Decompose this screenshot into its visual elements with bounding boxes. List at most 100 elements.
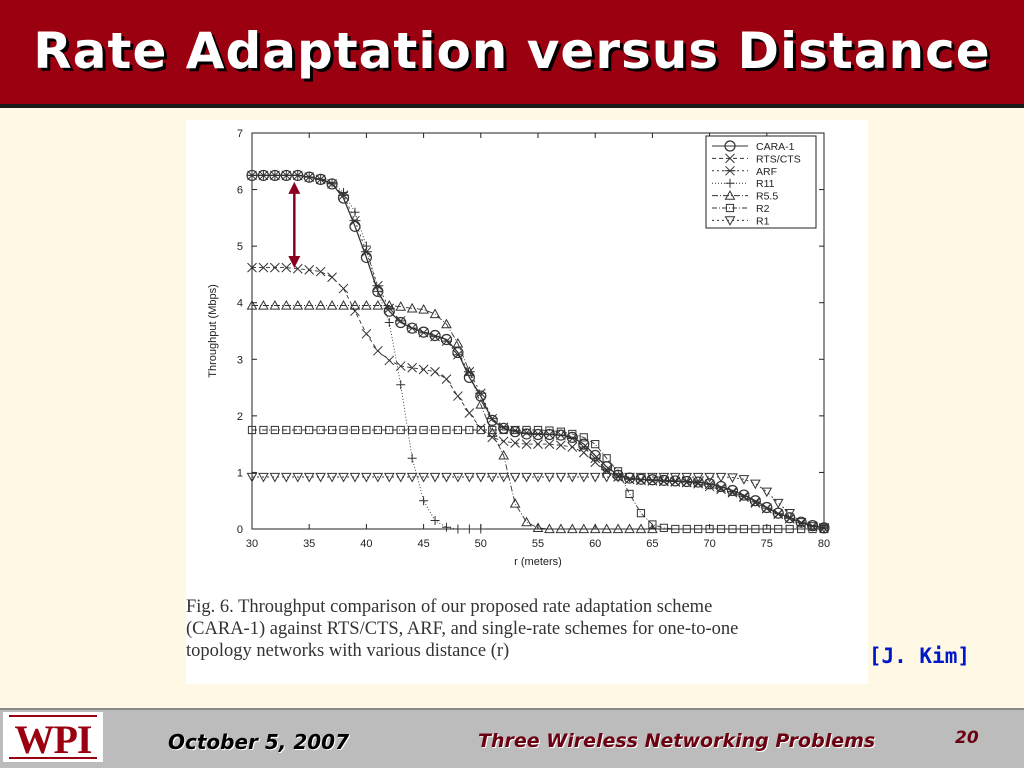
data-point — [795, 518, 807, 528]
data-point — [772, 498, 784, 509]
data-point — [739, 524, 749, 534]
title-bar: Rate Adaptation versus Distance — [0, 0, 1024, 108]
data-point — [591, 440, 600, 449]
data-point — [395, 472, 407, 483]
caption-line-1: Fig. 6. Throughput comparison of our pro… — [186, 597, 713, 617]
data-point — [555, 523, 567, 534]
data-point — [315, 266, 326, 277]
data-point — [784, 509, 796, 519]
x-tick-label: 35 — [303, 538, 315, 550]
data-point — [246, 300, 258, 310]
data-point — [419, 425, 428, 435]
legend-marker — [725, 178, 735, 188]
data-point — [430, 516, 440, 526]
data-point — [270, 262, 280, 273]
data-point — [429, 331, 441, 342]
data-point — [395, 301, 407, 311]
data-point — [316, 425, 325, 435]
series-line — [252, 429, 824, 530]
series-r1 — [246, 472, 830, 534]
data-point — [589, 523, 601, 534]
data-point — [475, 399, 487, 409]
legend-frame — [705, 135, 817, 229]
data-point — [383, 472, 395, 483]
data-point — [761, 501, 773, 514]
data-point — [532, 522, 544, 532]
data-point — [269, 300, 281, 310]
data-point — [694, 524, 703, 534]
data-point — [293, 425, 302, 435]
data-point — [372, 472, 384, 483]
x-tick-label: 70 — [703, 538, 715, 550]
data-point — [383, 305, 395, 317]
data-point — [589, 449, 601, 462]
data-point — [738, 475, 750, 485]
data-point — [750, 498, 761, 508]
data-point — [259, 425, 268, 435]
data-point — [705, 524, 714, 534]
data-point — [339, 425, 348, 435]
data-point — [418, 303, 429, 314]
data-point — [818, 523, 830, 534]
data-point — [395, 315, 407, 326]
slide-title: Rate Adaptation versus Distance — [33, 22, 991, 80]
data-point — [556, 427, 565, 436]
data-point — [407, 362, 418, 373]
data-point — [452, 349, 464, 360]
y-tick-label: 4 — [237, 298, 243, 310]
legend-label: CARA-1 — [756, 141, 795, 153]
data-point — [669, 472, 681, 483]
logo-text: WPI — [14, 717, 93, 762]
data-point — [464, 472, 475, 483]
legend-label: R11 — [756, 178, 775, 190]
y-tick-label: 6 — [237, 185, 243, 197]
data-point — [510, 438, 520, 448]
data-point — [316, 174, 326, 184]
logo-rule-bottom — [9, 757, 97, 759]
data-point — [578, 472, 590, 483]
data-point — [715, 482, 727, 493]
data-point — [486, 414, 498, 426]
data-point — [726, 486, 738, 497]
data-point — [635, 523, 647, 534]
data-point — [612, 469, 624, 481]
data-point — [671, 524, 680, 534]
citation: [J. Kim] — [868, 644, 970, 668]
data-point — [303, 472, 315, 483]
data-point — [464, 366, 475, 376]
data-point — [372, 300, 384, 310]
data-point — [350, 306, 360, 317]
data-point — [361, 328, 372, 339]
x-tick-label: 75 — [761, 538, 773, 550]
data-point — [601, 523, 612, 534]
data-point — [669, 475, 681, 487]
data-point — [589, 453, 601, 464]
data-point — [636, 509, 646, 518]
data-point — [305, 425, 314, 435]
data-point — [488, 425, 497, 435]
data-point — [463, 366, 475, 377]
series-r5-5 — [246, 300, 658, 534]
data-point — [408, 425, 417, 435]
data-point — [326, 472, 338, 483]
data-point — [440, 336, 452, 347]
data-point — [624, 523, 635, 534]
data-point — [498, 436, 509, 447]
data-point — [338, 300, 349, 310]
data-point — [292, 472, 304, 483]
data-point — [476, 425, 485, 435]
data-point — [716, 484, 726, 495]
data-point — [601, 466, 612, 477]
wpi-logo: WPI — [3, 712, 103, 762]
arrow-head-up — [288, 181, 301, 194]
data-point — [442, 425, 451, 435]
figure-panel: 30 35 40 45 50 55 60 65 70 75 80 0 1 2 3 4 5 6 7 r (meters)… — [186, 120, 868, 684]
data-point — [418, 364, 429, 375]
data-point — [373, 425, 382, 435]
data-point — [567, 442, 578, 452]
legend-marker — [725, 153, 735, 164]
data-point — [544, 439, 555, 449]
data-point — [383, 300, 395, 310]
data-point — [327, 178, 337, 188]
